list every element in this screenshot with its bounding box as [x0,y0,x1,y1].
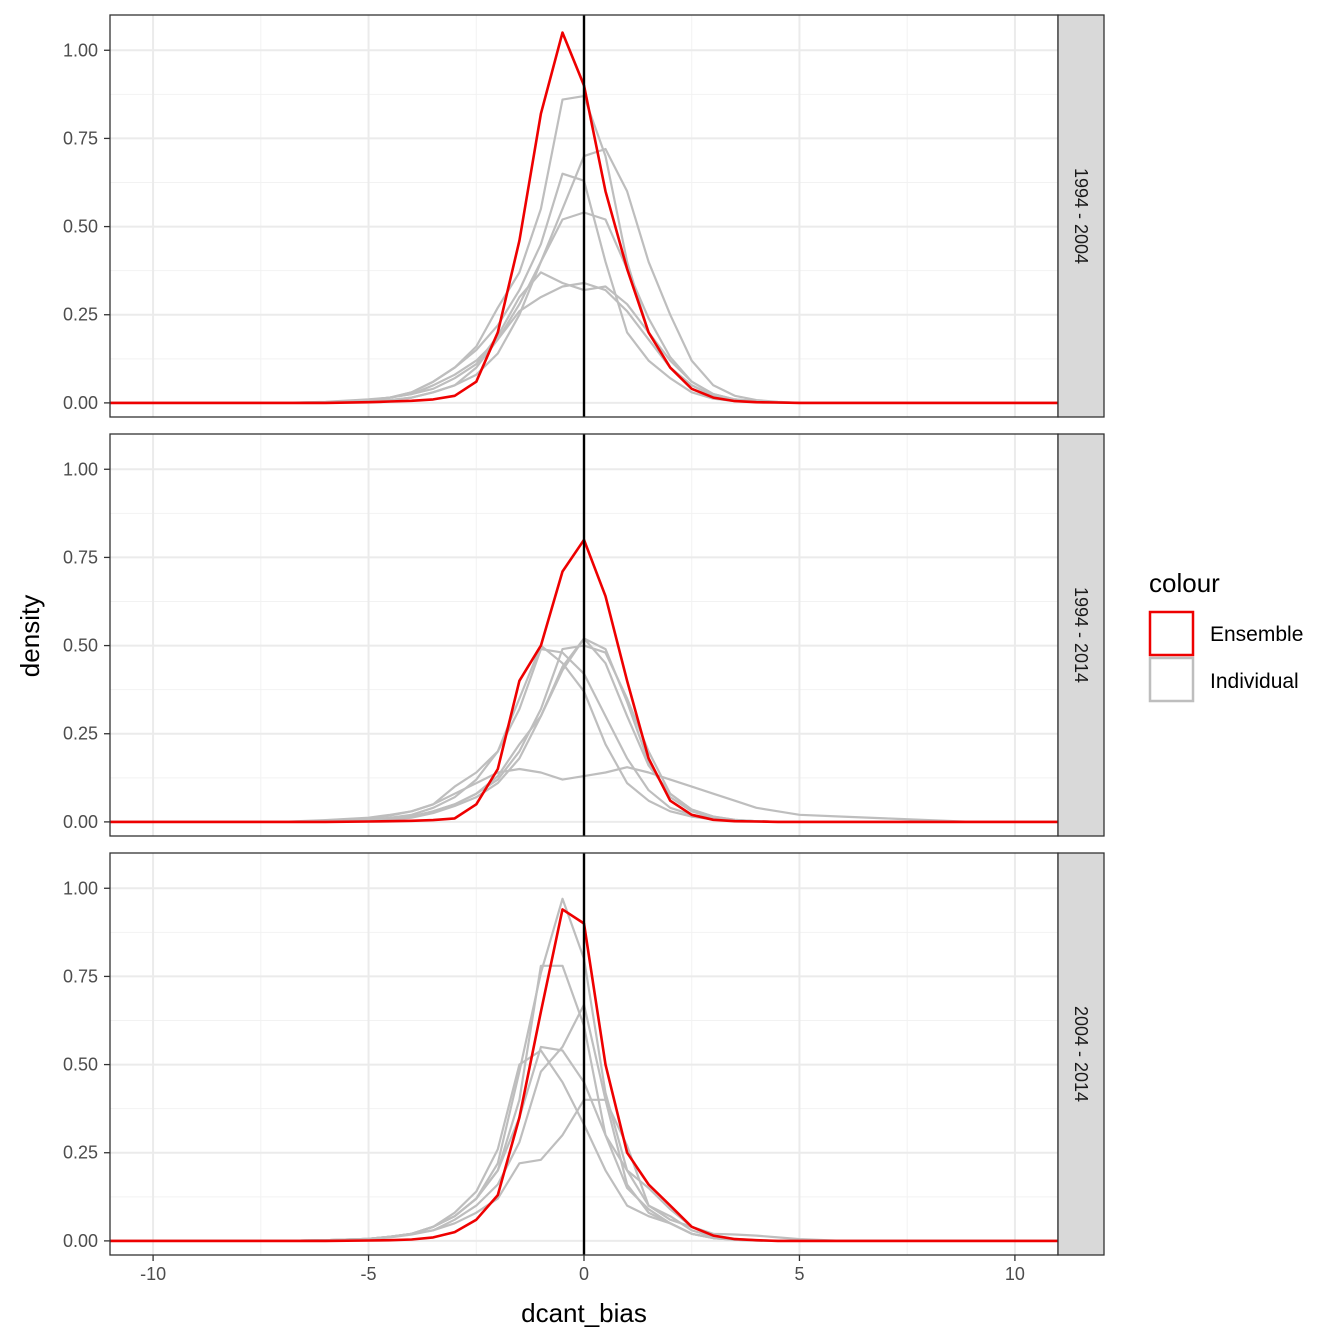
y-tick-label: 0.75 [63,547,98,567]
panel-2: 1994 - 2014 0.00 0.25 0.50 0.75 1.00 [63,433,1105,837]
y-tick-label: 0.00 [63,1231,98,1251]
panel-1: 1994 - 2004 0.00 0.25 0.50 0.75 1.00 [63,14,1105,418]
y-tick-label: 0.00 [63,393,98,413]
y-tick-label: 0.25 [63,305,98,325]
panel-3: 2004 - 2014 0.00 0.25 0.50 0.75 1.00 [63,852,1105,1256]
facet-strip [1057,852,1105,1256]
x-axis: -10 -5 0 5 10 [140,1255,1025,1284]
y-tick-label: 0.75 [63,966,98,986]
x-tick-label: -10 [140,1264,166,1284]
legend-title: colour [1149,568,1220,598]
y-tick-label: 0.25 [63,1143,98,1163]
facet-strip [1057,433,1105,837]
facet-strip [1057,14,1105,418]
legend-key-individual [1148,656,1195,703]
y-tick-label: 1.00 [63,459,98,479]
y-tick-label: 0.50 [63,217,98,237]
x-tick-label: -5 [361,1264,377,1284]
facet-strip-label: 1994 - 2004 [1071,168,1091,264]
facet-strip-label: 1994 - 2014 [1071,587,1091,683]
legend-label-ensemble: Ensemble [1210,623,1303,646]
y-tick-label: 0.25 [63,724,98,744]
facet-strip-label: 2004 - 2014 [1071,1006,1091,1102]
legend-key-ensemble [1148,610,1195,657]
y-tick-label: 0.50 [63,1055,98,1075]
x-tick-label: 0 [579,1264,589,1284]
y-tick-label: 0.75 [63,128,98,148]
y-tick-label: 1.00 [63,878,98,898]
legend: colour Ensemble Individual [1148,568,1303,703]
x-tick-label: 5 [794,1264,804,1284]
y-axis-title: density [15,595,45,677]
y-tick-label: 0.50 [63,636,98,656]
x-tick-label: 10 [1005,1264,1025,1284]
legend-label-individual: Individual [1210,670,1299,693]
y-tick-label: 1.00 [63,40,98,60]
x-axis-title: dcant_bias [521,1298,647,1328]
y-tick-label: 0.00 [63,812,98,832]
